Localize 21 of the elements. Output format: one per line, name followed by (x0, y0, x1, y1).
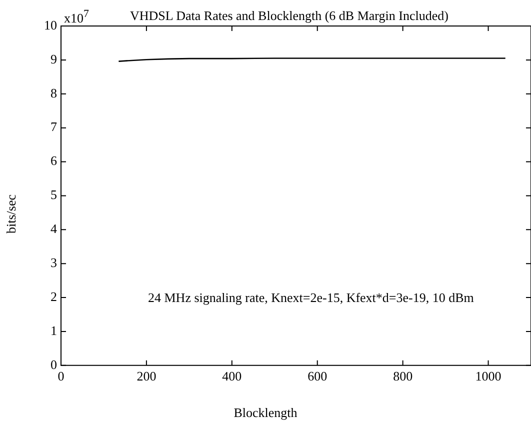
y-tick-label: 4 (50, 221, 58, 236)
y-axis-title: bits/sec (4, 194, 20, 234)
x-tick-label: 800 (393, 368, 413, 384)
text: x10$^{7}$ (64, 8, 89, 26)
y-tick-label: 1 (50, 322, 57, 338)
x-tick-label: 400 (222, 368, 242, 384)
x-tick-label: 1000 (475, 368, 502, 384)
y-tick-label: 2 (50, 288, 57, 304)
y-tick-label: 10 (44, 17, 57, 32)
y-tick-label: 3 (50, 255, 57, 270)
y-tick-label: 5 (50, 187, 57, 202)
y-tick-label: 0 (50, 356, 57, 372)
y-tick-label: 6 (50, 153, 58, 168)
chart-title: VHDSL Data Rates and Blocklength (6 dB Margin Included) (130, 8, 448, 24)
y-tick-label: 7 (50, 119, 58, 134)
annotation: 24 MHz signaling rate, Knext=2e-15, Kfext*d=3e-19, 10 dBm (148, 290, 474, 306)
x-tick-label: 600 (308, 368, 328, 384)
x-axis-title: Blocklength (232, 405, 298, 421)
y-tick-label: 9 (50, 51, 57, 66)
y-tick-label: 8 (50, 85, 57, 100)
x-tick-label: 200 (136, 368, 156, 384)
